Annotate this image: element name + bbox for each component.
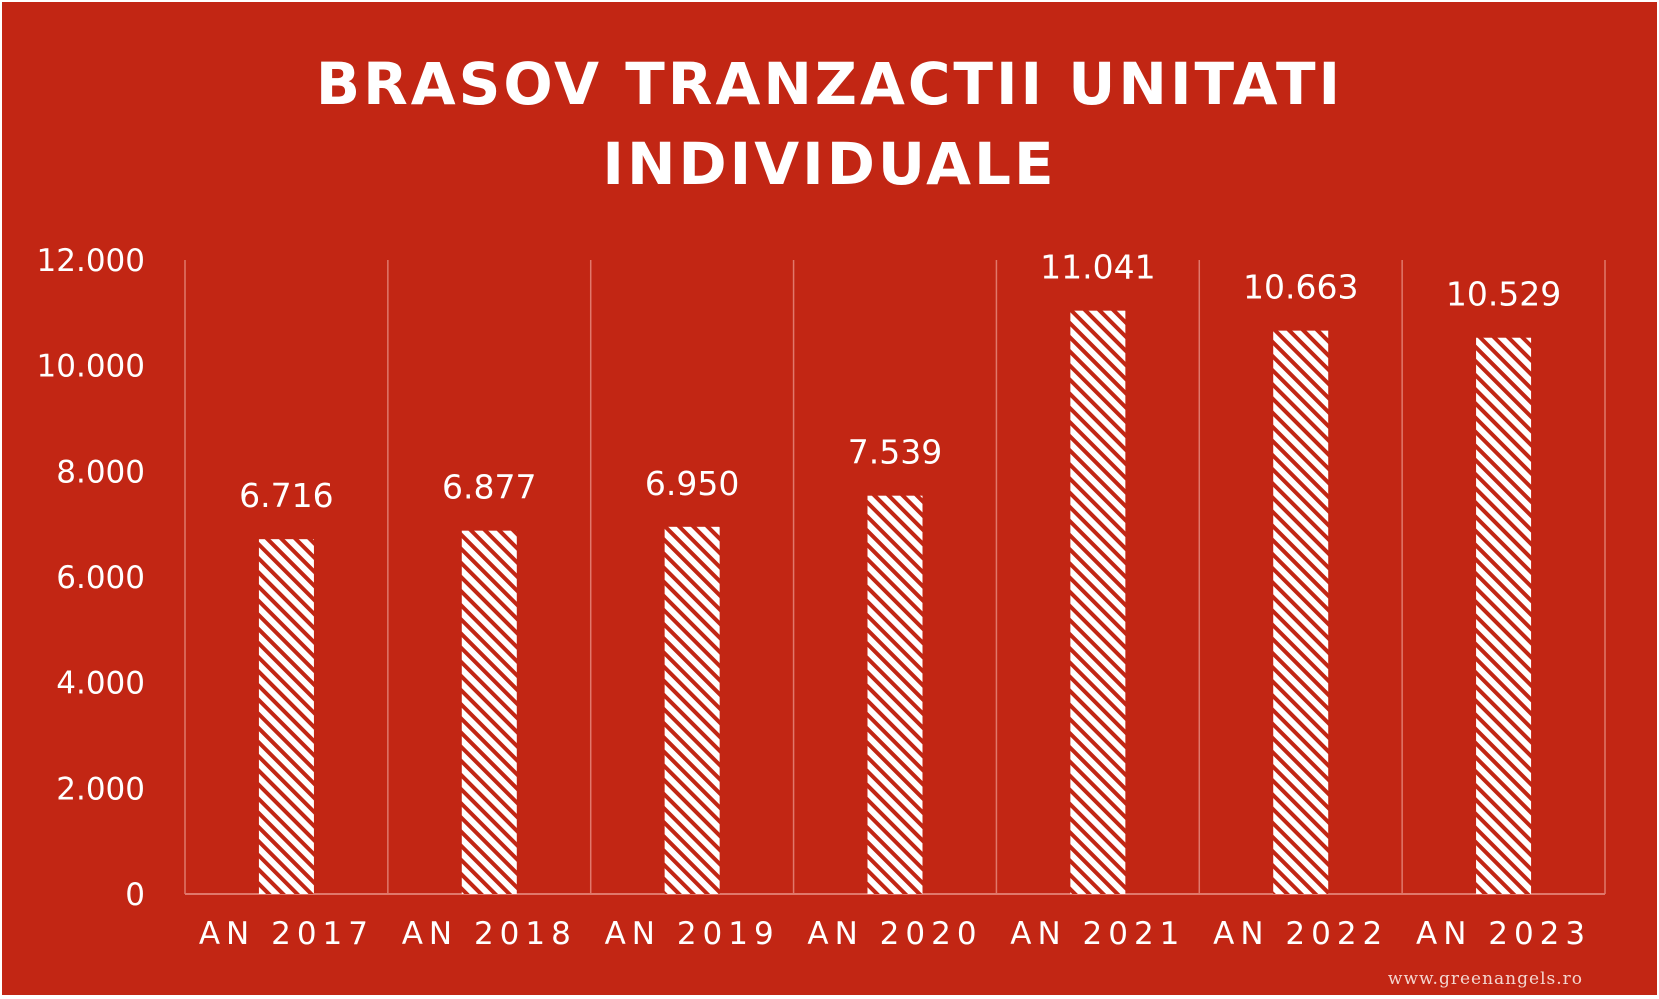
- bar-an-2022: [1273, 330, 1329, 894]
- data-label: 6.716: [239, 476, 333, 515]
- bar-an-2020: [867, 495, 923, 894]
- bar-an-2021: [1070, 310, 1126, 894]
- x-tick-label: AN 2022: [1213, 916, 1388, 952]
- labels: 0 2.000 4.000 6.000 8.000 10.000 12.000 6.716 AN…: [37, 243, 1591, 952]
- watermark: www.greenangels.ro: [1387, 969, 1583, 989]
- bar-an-2023: [1476, 337, 1532, 894]
- bar-an-2018: [461, 530, 517, 894]
- x-tick-label: AN 2020: [807, 916, 982, 952]
- x-tick-label: AN 2017: [199, 916, 374, 952]
- data-label: 7.539: [848, 433, 942, 472]
- data-label: 11.041: [1040, 248, 1155, 287]
- x-tick-label: AN 2023: [1416, 916, 1591, 952]
- x-tick-label: AN 2021: [1010, 916, 1185, 952]
- bars: [258, 310, 1532, 894]
- x-tick-label: AN 2018: [402, 916, 577, 952]
- chart-title-line-1: BRASOV TRANZACTII UNITATI: [315, 50, 1344, 118]
- data-label: 10.529: [1446, 275, 1561, 314]
- x-tick-label: AN 2019: [605, 916, 780, 952]
- y-tick-label: 0: [125, 877, 145, 913]
- y-tick-label: 12.000: [37, 243, 145, 279]
- y-tick-label: 4.000: [56, 666, 145, 702]
- y-tick-label: 6.000: [56, 560, 145, 596]
- bar-an-2017: [258, 539, 314, 894]
- chart-title: BRASOV TRANZACTII UNITATI INDIVIDUALE: [2, 44, 1657, 204]
- y-tick-label: 2.000: [56, 771, 145, 807]
- chart-title-line-2: INDIVIDUALE: [602, 130, 1057, 198]
- y-tick-label: 8.000: [56, 454, 145, 490]
- data-label: 6.877: [442, 468, 536, 507]
- data-label: 6.950: [645, 464, 739, 503]
- y-tick-label: 10.000: [37, 349, 145, 385]
- data-label: 10.663: [1243, 268, 1358, 307]
- bar-an-2019: [664, 526, 720, 894]
